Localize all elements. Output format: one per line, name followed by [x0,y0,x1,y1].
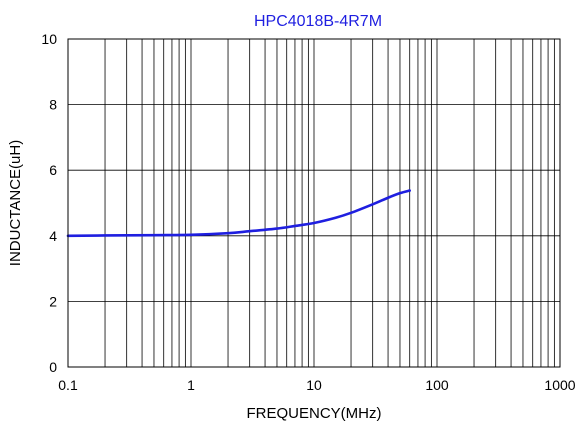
x-tick-label: 1000 [544,377,575,393]
grid [68,39,560,367]
x-tick-label: 1 [187,377,195,393]
x-tick-label: 100 [425,377,449,393]
y-tick-label: 4 [49,228,57,244]
y-tick-label: 8 [49,97,57,113]
x-tick-labels: 0.1 1 10 100 1000 [58,377,576,393]
chart-title: HPC4018B-4R7M [254,13,382,30]
x-axis-title: FREQUENCY(MHz) [247,405,382,422]
y-axis-title: INDUCTANCE(uH) [7,140,24,266]
y-tick-label: 6 [49,162,57,178]
y-tick-label: 2 [49,293,57,309]
y-tick-label: 10 [41,31,57,47]
series-line [66,189,412,238]
series-layer [66,189,412,238]
plot-frame [67,38,561,368]
x-tick-label: 10 [306,377,322,393]
y-tick-labels: 0 2 4 6 8 10 [41,31,57,375]
x-tick-label: 0.1 [58,377,78,393]
y-tick-label: 0 [49,359,57,375]
